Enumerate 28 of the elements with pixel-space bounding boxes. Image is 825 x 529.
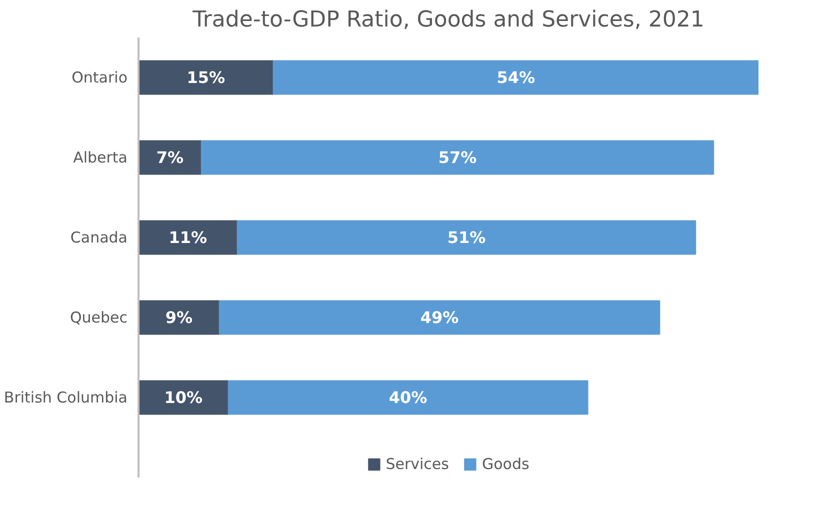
data-label: 7% (156, 148, 184, 167)
bar (138, 380, 229, 415)
data-label: 51% (447, 228, 486, 247)
bar (218, 300, 660, 335)
data-label: 10% (164, 388, 203, 407)
bar (272, 60, 758, 95)
legend-label: Goods (482, 455, 530, 473)
y-tick-label: Quebec (70, 308, 128, 326)
chart-title: Trade-to-GDP Ratio, Goods and Services, 2021 (192, 8, 704, 32)
y-tick-label: British Columbia (4, 388, 128, 406)
legend-label: Services (386, 455, 449, 473)
bar (138, 300, 220, 335)
data-label: 54% (496, 68, 536, 87)
bar (138, 140, 202, 175)
data-label: 49% (420, 308, 459, 327)
bar (236, 220, 696, 255)
y-tick-label: Ontario (72, 68, 128, 86)
data-label: 11% (168, 228, 208, 247)
data-label: 57% (438, 148, 477, 167)
y-tick-label: Alberta (73, 148, 128, 166)
bar (138, 220, 238, 255)
bar (228, 380, 588, 415)
y-tick-label: Canada (70, 228, 128, 246)
bar (138, 60, 274, 95)
data-label: 15% (186, 68, 226, 87)
data-label: 9% (165, 308, 193, 327)
data-label: 40% (388, 388, 428, 407)
bar (200, 140, 714, 175)
